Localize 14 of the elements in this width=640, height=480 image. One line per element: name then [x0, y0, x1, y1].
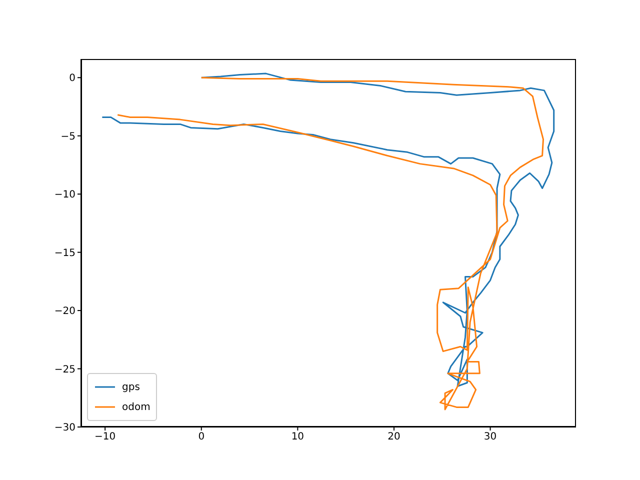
legend-label: gps: [122, 382, 140, 392]
y-tick-label: 0: [69, 73, 76, 84]
y-tick-label: −15: [54, 248, 76, 259]
y-tick-label: −20: [54, 306, 76, 318]
y-tick-label: −10: [54, 190, 76, 201]
x-tick-label: 30: [484, 432, 497, 443]
legend-label: odom: [122, 402, 150, 412]
x-tick-label: 10: [291, 432, 304, 443]
x-tick-label: −10: [94, 432, 116, 443]
x-tick-label: 20: [388, 432, 400, 443]
y-tick-label: −5: [60, 131, 76, 142]
x-tick-label: 0: [198, 432, 205, 443]
y-tick-label: −30: [54, 422, 76, 434]
y-tick-label: −25: [54, 364, 76, 376]
